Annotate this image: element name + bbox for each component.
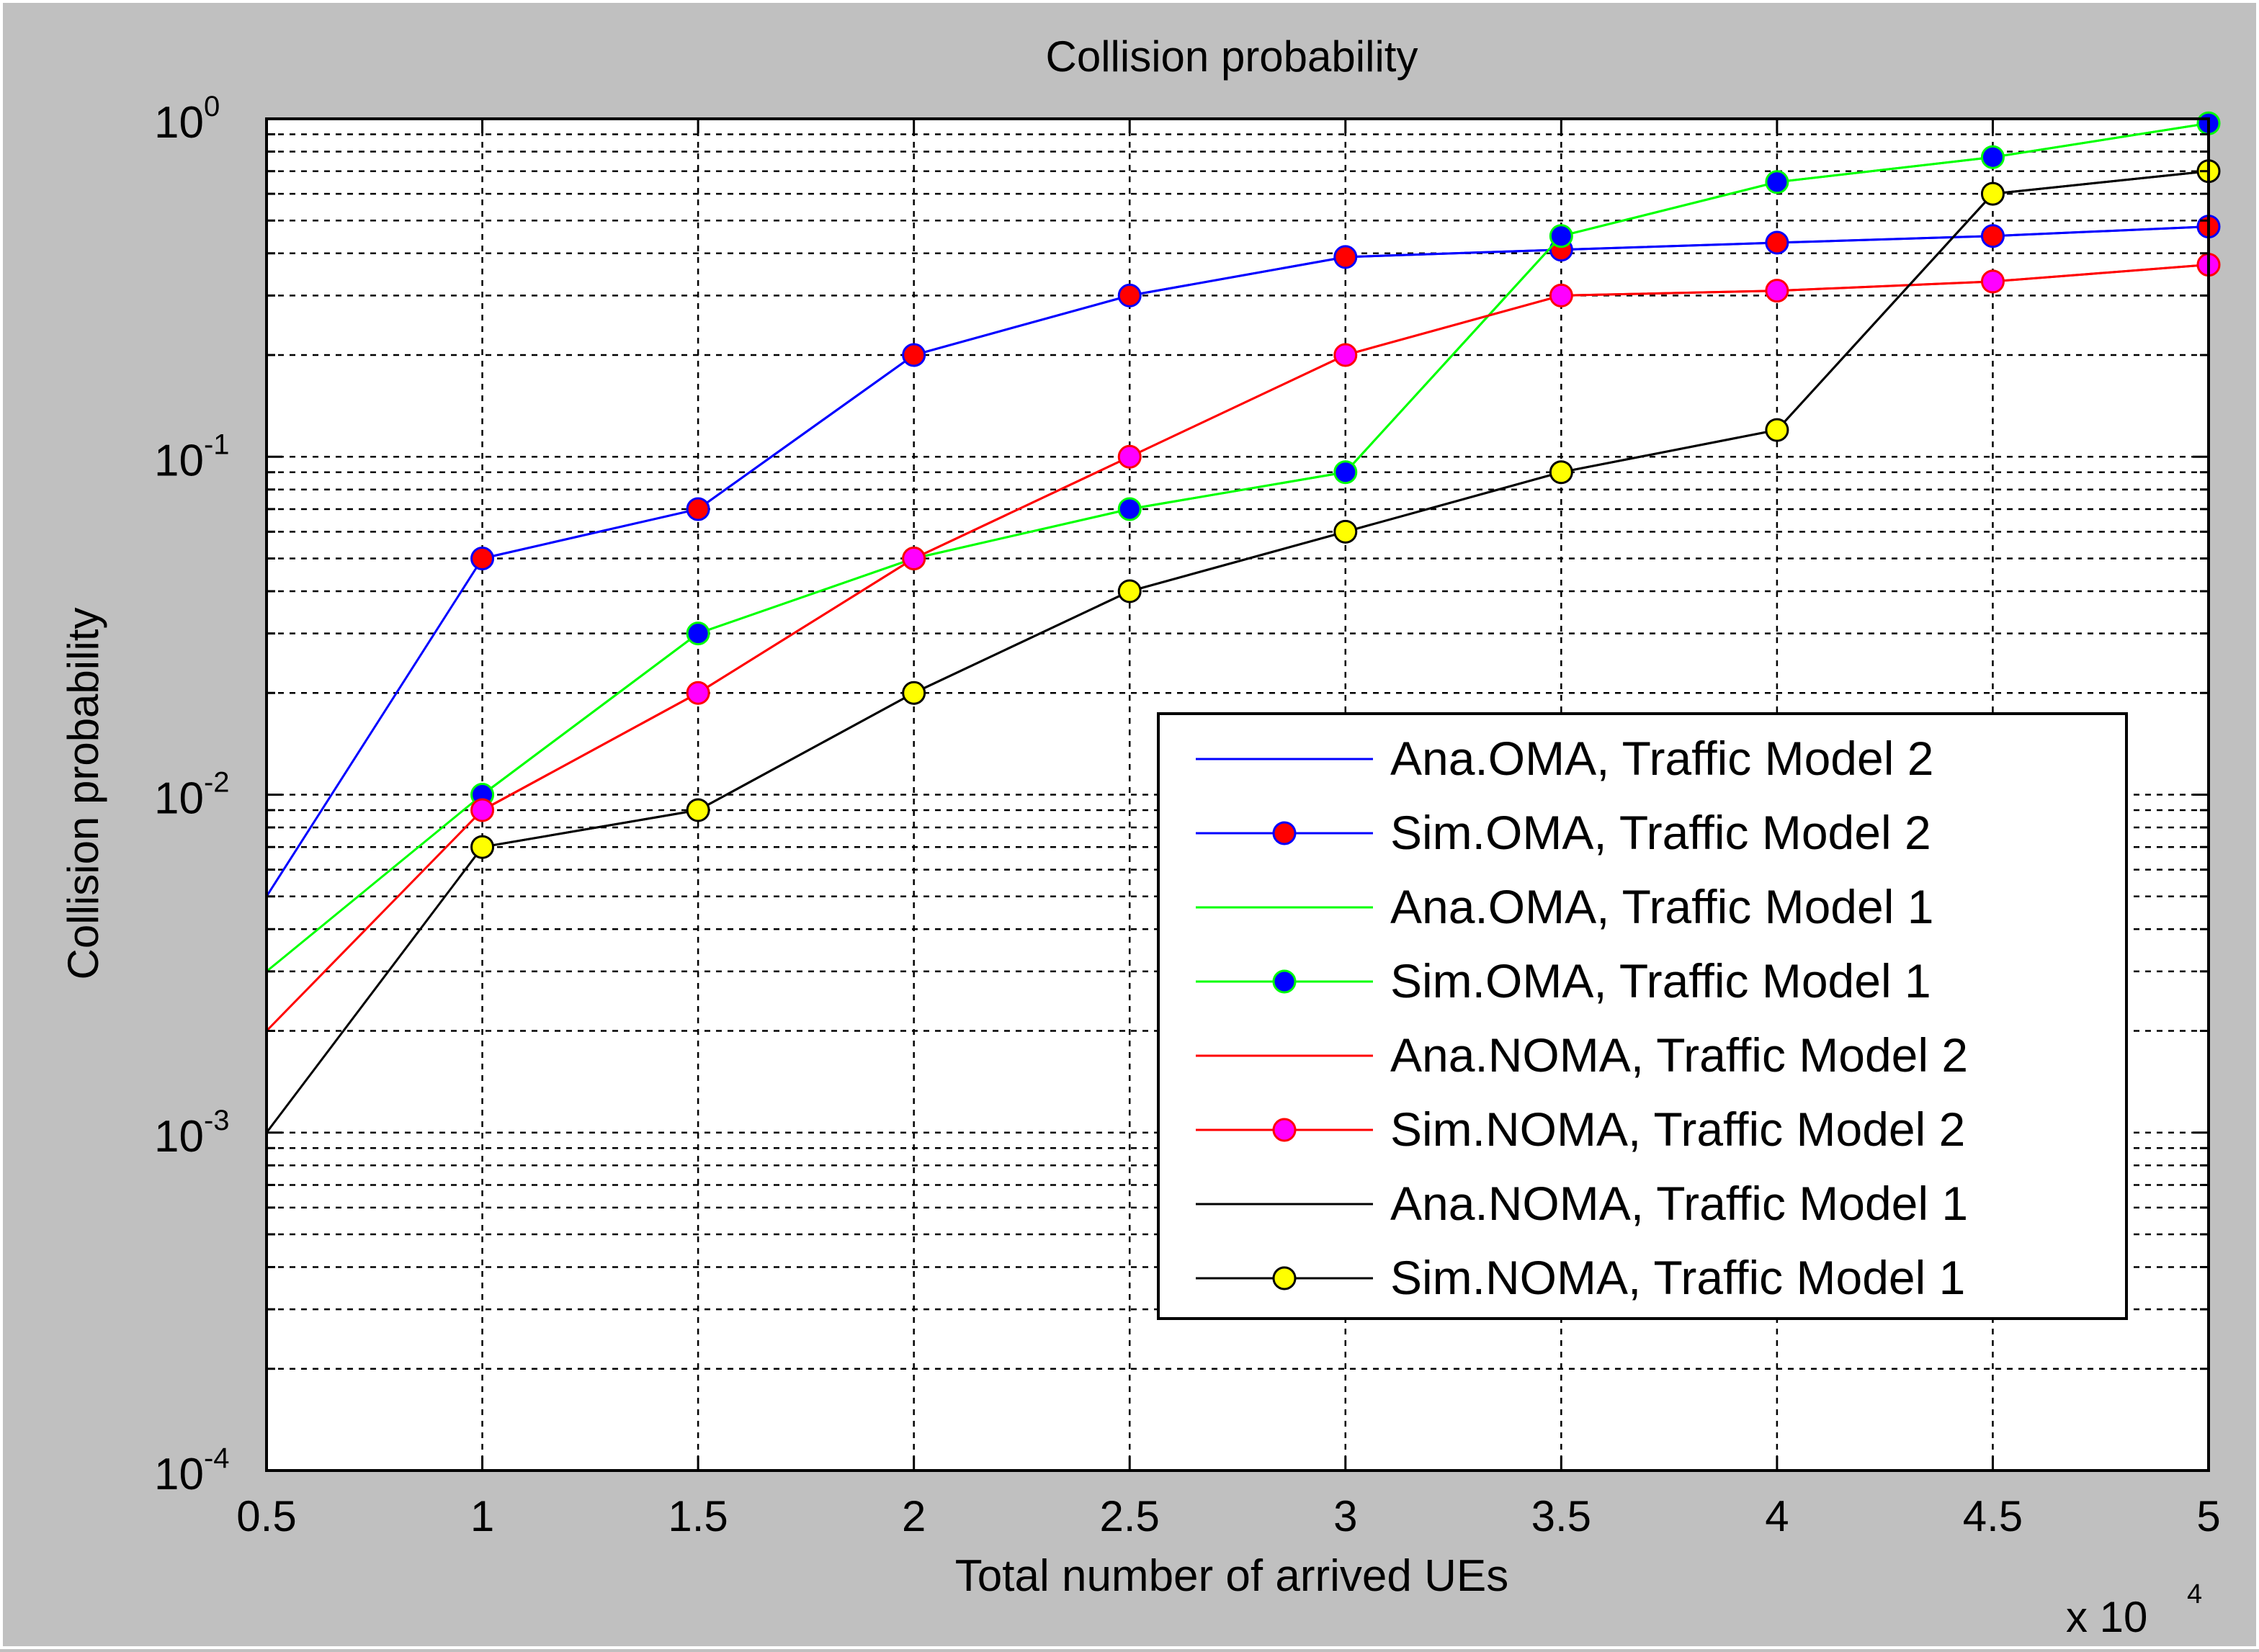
- x-tick-label: 0.5: [236, 1492, 296, 1540]
- data-point-series-4: [1549, 224, 1573, 248]
- data-point-series-2: [1117, 283, 1142, 307]
- collision-probability-chart: 0.5 1 1.5 2 2.5 3 3.5 4 4.5 510-410-310-210-1100 …: [59, 32, 2221, 1641]
- legend-label-1: Ana.OMA, Traffic Model 2: [1390, 732, 1933, 785]
- data-point-series-8: [1333, 519, 1358, 544]
- data-point-series-8: [686, 798, 710, 822]
- y-axis-label: Collision probability: [59, 608, 107, 980]
- y-tick-label: 10-1: [154, 428, 230, 485]
- data-point-series-6: [1117, 444, 1142, 469]
- x-tick-label: 4: [1765, 1492, 1789, 1540]
- legend-marker-6: [1272, 1118, 1297, 1142]
- legend-label-4: Sim.OMA, Traffic Model 1: [1390, 954, 1931, 1007]
- x-tick-label: 3: [1333, 1492, 1357, 1540]
- data-point-series-6: [1549, 283, 1573, 307]
- data-point-series-4: [1765, 170, 1789, 194]
- legend-label-2: Sim.OMA, Traffic Model 2: [1390, 806, 1931, 859]
- data-point-series-6: [902, 547, 926, 571]
- data-point-series-2: [1980, 224, 2005, 248]
- data-point-series-4: [1117, 497, 1142, 521]
- data-point-series-6: [470, 798, 495, 822]
- data-point-series-2: [686, 497, 710, 521]
- data-point-series-4: [686, 621, 710, 646]
- data-point-series-6: [1333, 343, 1358, 367]
- data-point-series-8: [1980, 181, 2005, 206]
- x-tick-label: 2: [902, 1492, 926, 1540]
- data-point-series-2: [1333, 245, 1358, 269]
- x-tick-label: 4.5: [1963, 1492, 2023, 1540]
- data-point-series-8: [1549, 460, 1573, 485]
- series-group: [265, 111, 2221, 1133]
- legend-label-3: Ana.OMA, Traffic Model 1: [1390, 880, 1933, 933]
- legend-label-5: Ana.NOMA, Traffic Model 2: [1390, 1028, 1968, 1082]
- legend-label-7: Ana.NOMA, Traffic Model 1: [1390, 1177, 1968, 1230]
- data-point-series-4: [1980, 145, 2005, 169]
- y-tick-label: 10-3: [154, 1105, 230, 1162]
- legend-box: [1157, 712, 2128, 1320]
- data-point-series-8: [470, 835, 495, 859]
- legend: Ana.OMA, Traffic Model 2 Sim.OMA, Traffic…: [1157, 712, 2128, 1320]
- data-point-series-6: [1765, 279, 1789, 303]
- legend-label-8: Sim.NOMA, Traffic Model 1: [1390, 1251, 1965, 1304]
- data-point-series-6: [686, 681, 710, 705]
- x-multiplier-exponent: 4: [2187, 1579, 2202, 1610]
- data-point-series-4: [1333, 460, 1358, 485]
- data-point-series-2: [1765, 230, 1789, 255]
- legend-label-6: Sim.NOMA, Traffic Model 2: [1390, 1103, 1965, 1156]
- x-axis-label: Total number of arrived UEs: [955, 1551, 1508, 1601]
- x-tick-label: 2.5: [1100, 1492, 1160, 1540]
- y-tick-label: 10-4: [154, 1442, 230, 1499]
- axes: 0.5 1 1.5 2 2.5 3 3.5 4 4.5 5 10-4 10-3 10-2 10-1 100: [154, 91, 2221, 1540]
- x-multiplier-label: x 10: [2066, 1593, 2147, 1641]
- x-tick-label: 5: [2196, 1492, 2220, 1540]
- data-point-series-2: [902, 343, 926, 367]
- data-point-series-6: [1980, 269, 2005, 294]
- chart-title: Collision probability: [1046, 32, 1418, 81]
- x-tick-label: 1.5: [668, 1492, 728, 1540]
- y-tick-label: 100: [154, 91, 220, 148]
- legend-marker-4: [1272, 969, 1297, 994]
- x-tick-label: 1: [470, 1492, 494, 1540]
- x-tick-label: 3.5: [1531, 1492, 1591, 1540]
- data-point-series-8: [1117, 579, 1142, 603]
- data-point-series-2: [470, 547, 495, 571]
- data-point-series-8: [1765, 418, 1789, 442]
- data-point-series-8: [902, 681, 926, 705]
- legend-marker-2: [1272, 821, 1297, 845]
- y-tick-label: 10-2: [154, 767, 230, 824]
- legend-marker-8: [1272, 1266, 1297, 1290]
